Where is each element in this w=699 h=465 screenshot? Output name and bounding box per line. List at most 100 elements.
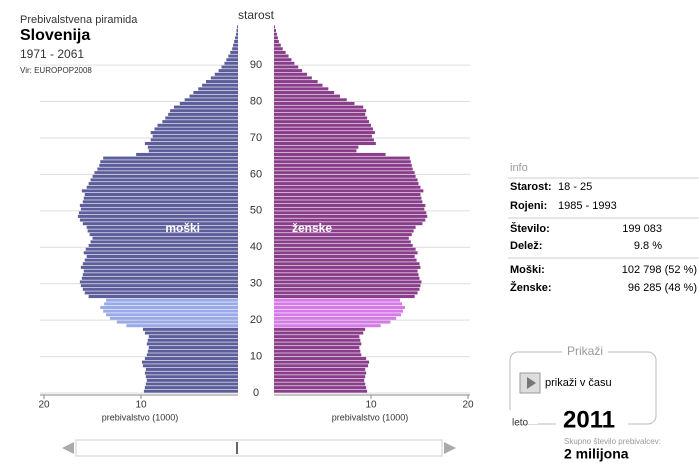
bar (83, 251, 239, 255)
chart-title: Slovenija (20, 27, 90, 44)
bar (79, 280, 238, 284)
bar (274, 120, 370, 124)
bar (274, 305, 405, 309)
bar (86, 225, 239, 229)
info-value: 1985 - 1993 (558, 200, 617, 212)
y-tick-label: 50 (250, 205, 262, 217)
bar (274, 65, 299, 69)
bar (274, 178, 418, 182)
bar (274, 134, 372, 138)
bar (145, 367, 238, 371)
bar (150, 131, 238, 135)
bar (274, 47, 283, 51)
bar (84, 258, 239, 262)
bar (202, 83, 238, 87)
bar (144, 141, 238, 146)
bar (221, 65, 238, 69)
bar (274, 229, 414, 233)
bar (274, 378, 365, 382)
x-tick-label: 10 (365, 400, 377, 411)
slider-track[interactable] (75, 439, 443, 457)
info-value: 18 - 25 (558, 181, 592, 193)
bar (86, 185, 239, 189)
bar (189, 94, 238, 98)
bars (77, 25, 428, 393)
y-tick-label: 20 (250, 314, 262, 326)
bar (274, 54, 289, 58)
bar (104, 302, 238, 306)
bar (274, 389, 368, 393)
bar (136, 152, 238, 156)
bar (146, 353, 238, 357)
y-tick-label: 0 (253, 387, 259, 399)
bar (144, 371, 238, 375)
bar (165, 116, 238, 120)
bar (198, 87, 238, 91)
bar (274, 94, 340, 98)
bar (274, 87, 329, 91)
bar (145, 375, 238, 379)
bar (89, 233, 238, 237)
subtitle: 1971 - 2061 (20, 47, 84, 61)
bar (81, 276, 238, 280)
bar (274, 225, 416, 229)
total: 2 milijona (564, 446, 629, 462)
bar (78, 211, 238, 215)
bar (82, 222, 238, 226)
bar (85, 247, 239, 251)
bar (144, 331, 238, 335)
bar (142, 327, 238, 331)
age-label: starost (238, 8, 275, 22)
bar (274, 324, 381, 328)
info-label: Rojeni: (510, 200, 547, 212)
slider-right[interactable] (444, 442, 456, 454)
bar (80, 284, 238, 288)
bar (232, 47, 238, 51)
bar (274, 320, 391, 324)
bar (274, 233, 412, 237)
info-label: Starost: (510, 181, 552, 193)
bar (83, 196, 239, 200)
x-tick-label: 20 (38, 400, 50, 411)
bar (274, 203, 426, 207)
bar (274, 149, 357, 153)
bar (274, 298, 401, 302)
bar (100, 160, 238, 164)
slider-left[interactable] (62, 442, 74, 454)
bar (90, 178, 238, 182)
info-value: 102 798 (52 %) (622, 264, 697, 276)
bar (143, 389, 238, 393)
bar (218, 69, 238, 73)
bar (77, 214, 238, 218)
bar (274, 236, 409, 240)
bar (274, 167, 413, 171)
bar (274, 371, 367, 375)
bar (274, 105, 364, 109)
info-label: Moški: (510, 264, 545, 276)
bar (148, 346, 238, 350)
bar (274, 207, 425, 211)
bar (103, 156, 238, 160)
bar (274, 360, 370, 364)
bar (82, 200, 238, 204)
bar (274, 160, 411, 164)
play-label[interactable]: prikaži v času (545, 377, 612, 389)
info-label: Število: (510, 222, 550, 235)
bar (274, 50, 286, 54)
info-value: 96 285 (48 %) (628, 282, 697, 294)
bar (152, 134, 238, 138)
bar (147, 349, 238, 353)
bar (274, 302, 403, 306)
info-label: Ženske: (510, 281, 552, 294)
bar (233, 43, 238, 47)
year-label: leto (512, 418, 529, 429)
bar (274, 287, 420, 291)
bar (274, 338, 361, 342)
bar (146, 342, 238, 346)
x-axis-label: prebivalstvo (1000) (102, 412, 179, 422)
bar (162, 120, 238, 124)
bar (274, 123, 371, 127)
year-bg (556, 410, 628, 438)
bar (88, 182, 239, 186)
bar (224, 61, 238, 65)
